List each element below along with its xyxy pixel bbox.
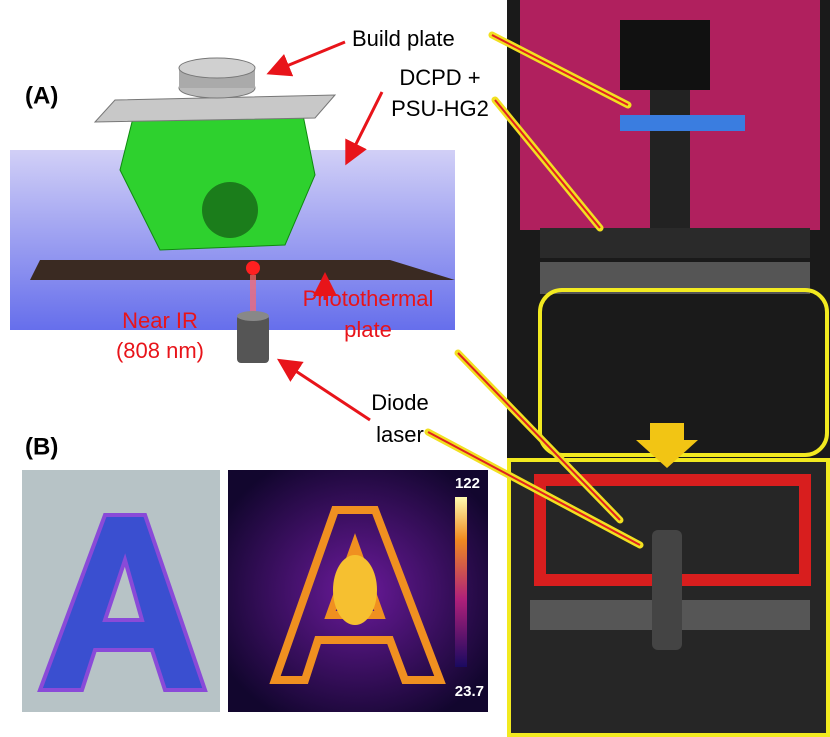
label: Build plate [352, 26, 455, 51]
label: Diode [371, 390, 428, 415]
label: plate [344, 317, 392, 342]
figure: (A) Build plate DCPD + PSU-HG2 Near IR (… [0, 0, 830, 737]
label: (808 nm) [116, 338, 204, 363]
label: Photothermal [303, 286, 434, 311]
panel-tag: (A) [25, 82, 58, 109]
label: DCPD + [399, 65, 480, 90]
printer-photo [507, 0, 830, 737]
label: laser [376, 422, 424, 447]
colorbar-max: 122 [455, 475, 480, 492]
slice-render [22, 470, 220, 712]
label: Near IR [122, 308, 198, 333]
colorbar-min: 23.7 [455, 683, 484, 700]
thermal-image: 122 23.7 [228, 470, 488, 712]
label: PSU-HG2 [391, 96, 489, 121]
page: (A) Build plate DCPD + PSU-HG2 Near IR (… [0, 0, 830, 737]
panel-tag: (B) [25, 433, 58, 460]
